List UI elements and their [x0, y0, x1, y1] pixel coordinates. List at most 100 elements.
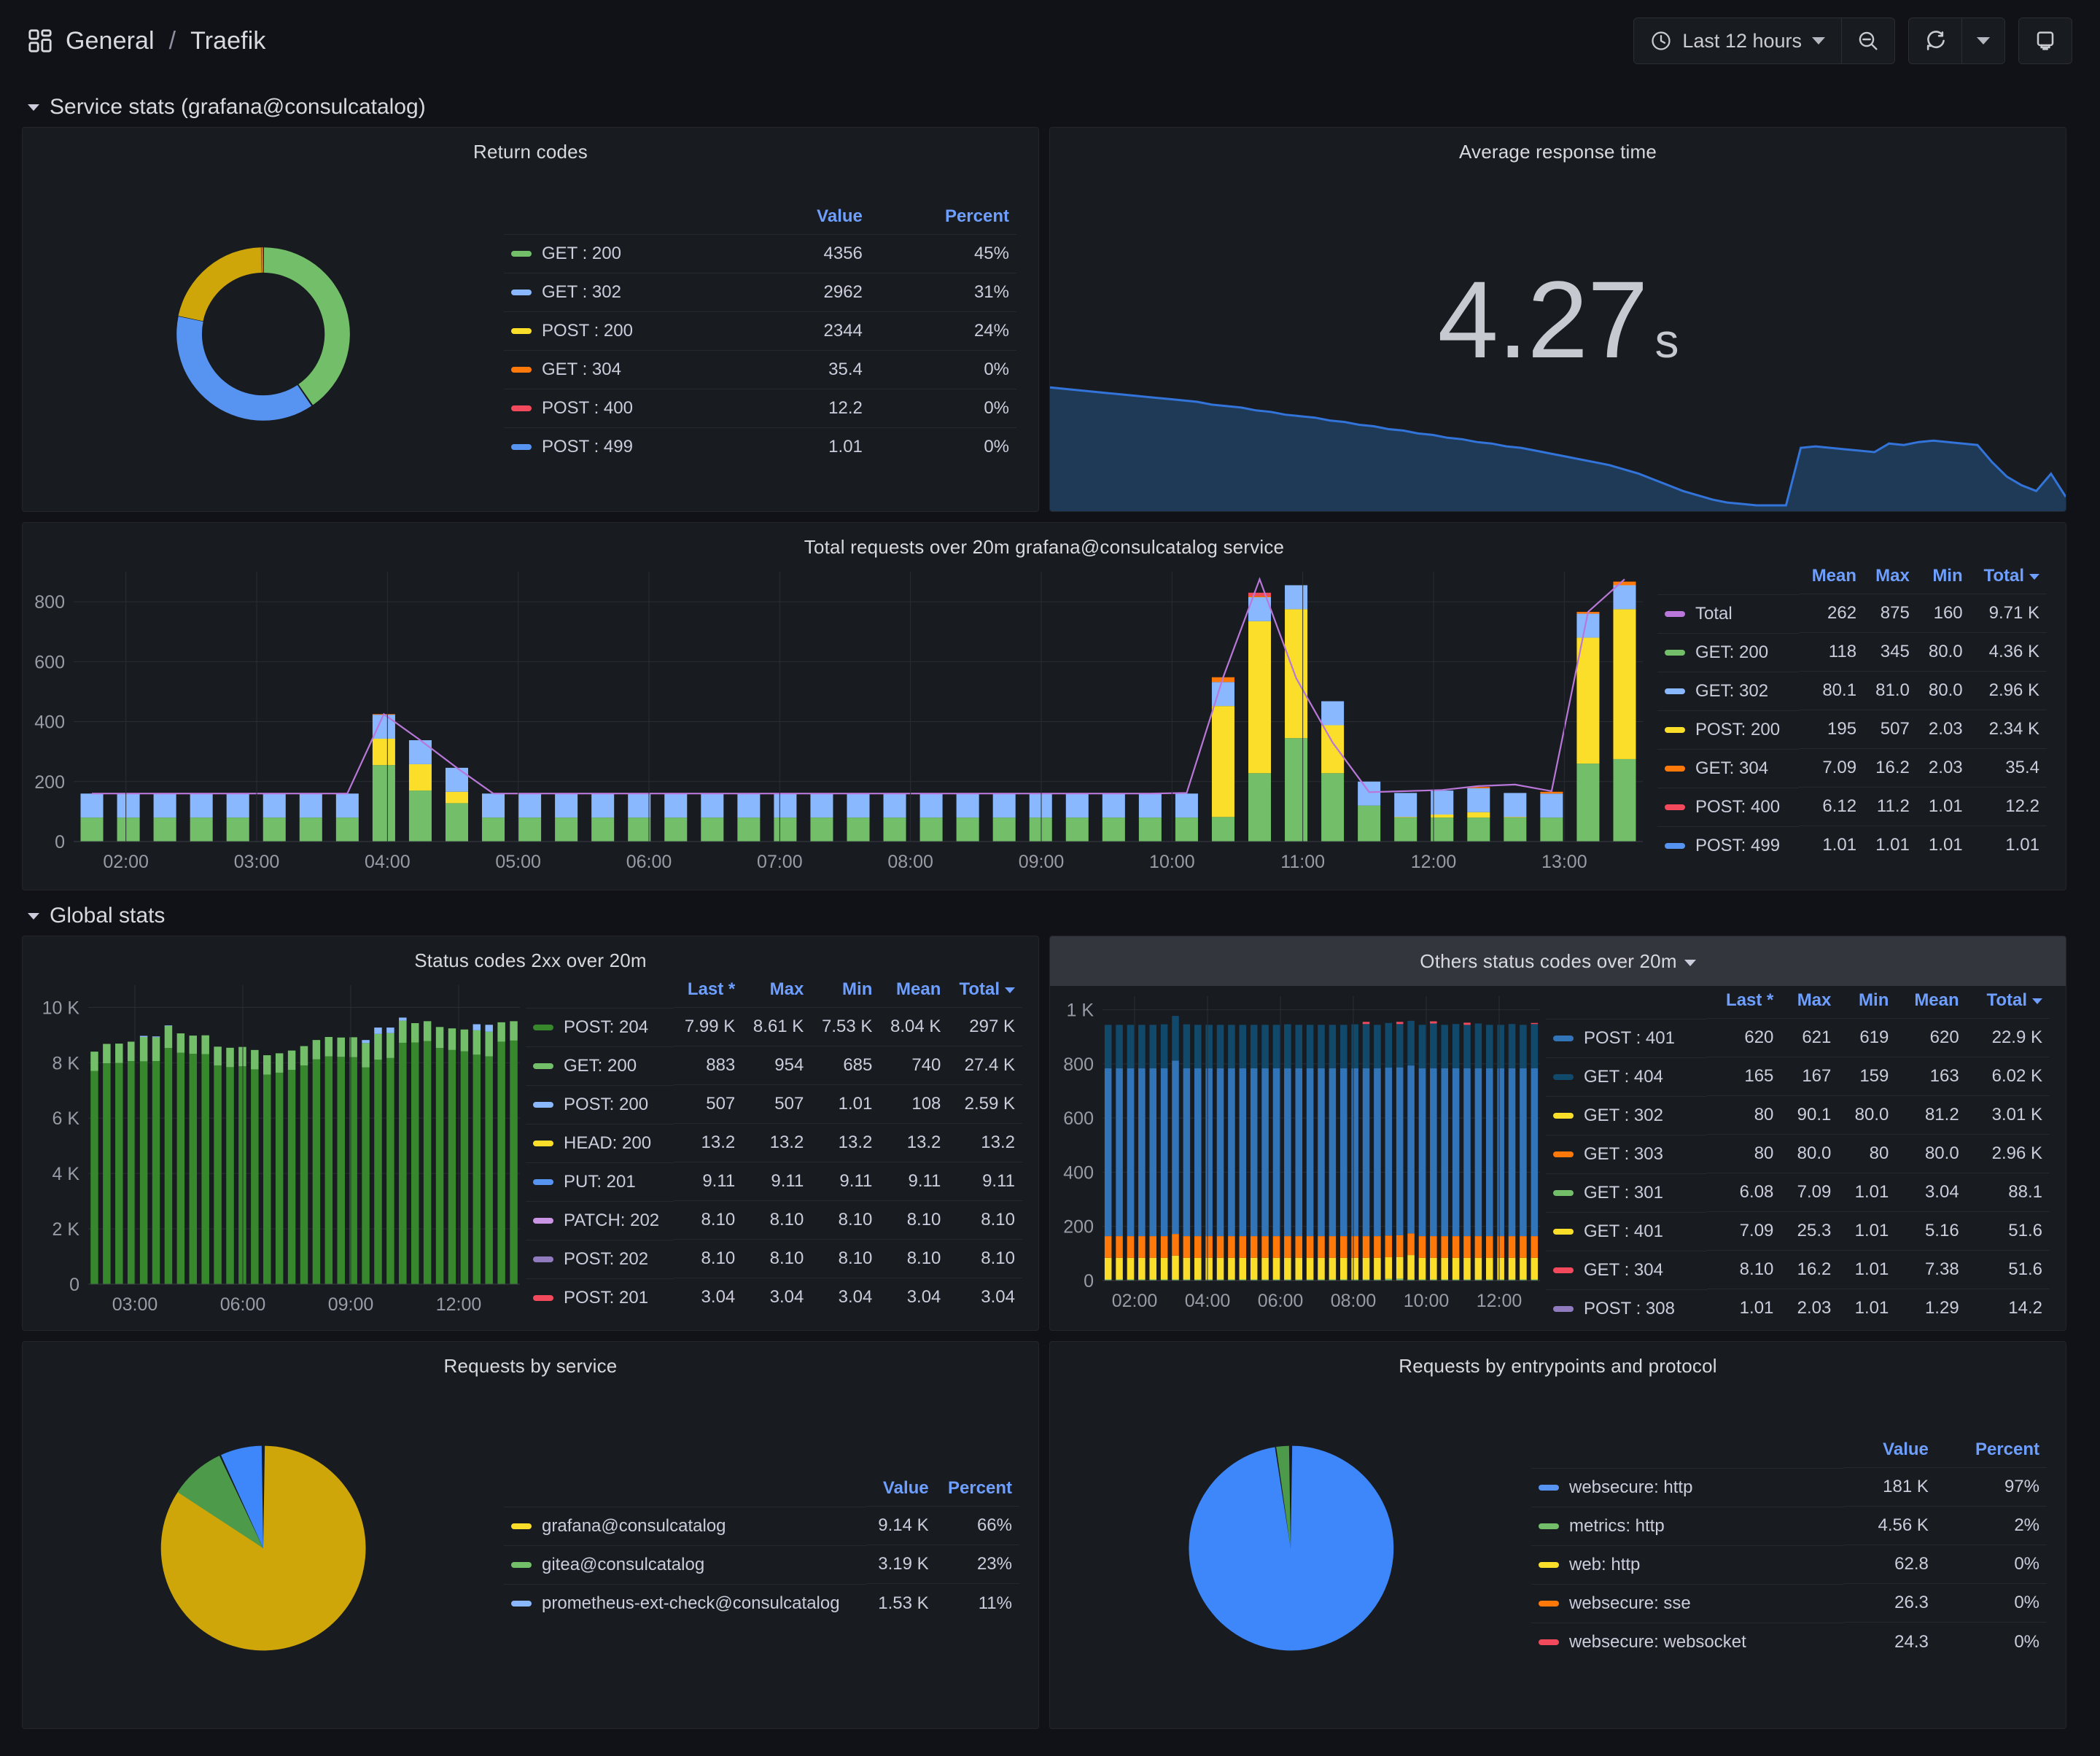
section-header-global-stats[interactable]: Global stats	[0, 890, 2100, 936]
legend-col-max[interactable]: Max	[1797, 990, 1832, 1010]
refresh-button[interactable]	[1909, 18, 1962, 63]
series-color-swatch[interactable]	[533, 1062, 553, 1069]
legend-row[interactable]: GET: 200 118 345 80.0 4.36 K	[1657, 632, 2047, 672]
legend-row[interactable]: GET : 401 7.09 25.3 1.01 5.16 51.6	[1546, 1211, 2050, 1251]
legend-row[interactable]: GET: 200 883 954 685 740 27.4 K	[526, 1046, 1022, 1085]
series-color-swatch[interactable]	[511, 251, 532, 257]
series-color-swatch[interactable]	[533, 1217, 553, 1224]
tv-mode-button[interactable]	[2019, 18, 2072, 63]
legend-row[interactable]: GET : 200 4356 45%	[504, 233, 1016, 273]
series-color-swatch[interactable]	[1553, 1035, 1574, 1041]
legend-col-total[interactable]: Total	[1970, 562, 2047, 594]
legend-col-value[interactable]: Value	[817, 206, 863, 226]
legend-row[interactable]: GET : 303 80 80.0 80 80.0 2.96 K	[1546, 1134, 2050, 1173]
legend-row[interactable]: GET : 404 165 167 159 163 6.02 K	[1546, 1057, 2050, 1096]
legend-col-name[interactable]	[1531, 1435, 1844, 1468]
legend-row[interactable]: POST: 200 195 507 2.03 2.34 K	[1657, 710, 2047, 749]
legend-row[interactable]: Total 262 875 160 9.71 K	[1657, 594, 2047, 633]
series-color-swatch[interactable]	[1539, 1600, 1559, 1607]
series-color-swatch[interactable]	[1665, 610, 1685, 617]
legend-col-total[interactable]: Total	[1967, 986, 2050, 1019]
legend-col-min[interactable]: Min	[1932, 566, 1963, 586]
series-color-swatch[interactable]	[1665, 765, 1685, 772]
legend-row[interactable]: POST: 202 8.10 8.10 8.10 8.10 8.10	[526, 1239, 1022, 1278]
legend-row[interactable]: POST: 201 3.04 3.04 3.04 3.04 3.04	[526, 1278, 1022, 1317]
series-color-swatch[interactable]	[511, 290, 532, 296]
legend-row[interactable]: websecure: sse 26.3 0%	[1531, 1583, 2047, 1623]
legend-row[interactable]: HEAD: 200 13.2 13.2 13.2 13.2 13.2	[526, 1123, 1022, 1162]
series-color-swatch[interactable]	[533, 1101, 553, 1108]
legend-row[interactable]: websecure: websocket 24.3 0%	[1531, 1622, 2047, 1661]
legend-row[interactable]: POST : 308 1.01 2.03 1.01 1.29 14.2	[1546, 1289, 2050, 1328]
section-header-service-stats[interactable]: Service stats (grafana@consulcatalog)	[0, 82, 2100, 127]
legend-col-min[interactable]: Min	[842, 979, 873, 999]
legend-col-value[interactable]: Value	[882, 1478, 929, 1499]
legend-row[interactable]: PATCH: 202 8.10 8.10 8.10 8.10 8.10	[526, 1200, 1022, 1240]
series-color-swatch[interactable]	[1553, 1305, 1574, 1312]
legend-col-mean[interactable]: Mean	[1914, 990, 1959, 1010]
legend-col-last[interactable]: Last *	[1726, 990, 1774, 1010]
series-color-swatch[interactable]	[511, 1523, 532, 1529]
series-color-swatch[interactable]	[1539, 1561, 1559, 1568]
legend-col-max[interactable]: Max	[1875, 566, 1910, 586]
legend-row[interactable]: metrics: http 4.56 K 2%	[1531, 1506, 2047, 1545]
legend-col-last[interactable]: Last *	[687, 979, 736, 999]
series-color-swatch[interactable]	[1539, 1523, 1559, 1529]
series-color-swatch[interactable]	[533, 1256, 553, 1262]
series-color-swatch[interactable]	[511, 1600, 532, 1607]
legend-row[interactable]: grafana@consulcatalog 9.14 K 66%	[504, 1506, 1019, 1545]
legend-col-value[interactable]: Value	[1883, 1440, 1929, 1460]
legend-row[interactable]: GET: 304 7.09 16.2 2.03 35.4	[1657, 748, 2047, 788]
series-color-swatch[interactable]	[1665, 804, 1685, 810]
panel-title-others-status-codes[interactable]: Others status codes over 20m	[1050, 936, 2066, 986]
series-color-swatch[interactable]	[1553, 1228, 1574, 1235]
legend-row[interactable]: web: http 62.8 0%	[1531, 1545, 2047, 1584]
breadcrumb-folder[interactable]: General	[66, 26, 155, 55]
legend-row[interactable]: POST: 400 6.12 11.2 1.01 12.2	[1657, 787, 2047, 826]
legend-row[interactable]: POST: 499 1.01 1.01 1.01 1.01	[1657, 825, 2047, 865]
legend-col-percent[interactable]: Percent	[947, 1478, 1012, 1499]
legend-row[interactable]: POST : 499 1.01 0%	[504, 427, 1016, 467]
breadcrumb-dashboard[interactable]: Traefik	[190, 26, 266, 55]
legend-col-name[interactable]	[504, 1474, 867, 1507]
legend-col-name[interactable]	[526, 975, 674, 1008]
series-color-swatch[interactable]	[533, 1178, 553, 1185]
series-color-swatch[interactable]	[1665, 688, 1685, 694]
series-color-swatch[interactable]	[1665, 649, 1685, 656]
zoom-out-time-range-button[interactable]	[1842, 18, 1894, 63]
series-color-swatch[interactable]	[1553, 1073, 1574, 1080]
series-color-swatch[interactable]	[1553, 1112, 1574, 1119]
legend-col-total[interactable]: Total	[948, 975, 1022, 1008]
legend-row[interactable]: gitea@consulcatalog 3.19 K 23%	[504, 1545, 1019, 1584]
legend-row[interactable]: GET : 302 2962 31%	[504, 272, 1016, 312]
legend-row[interactable]: GET: 302 80.1 81.0 80.0 2.96 K	[1657, 671, 2047, 710]
series-color-swatch[interactable]	[1665, 726, 1685, 733]
series-color-swatch[interactable]	[511, 1561, 532, 1568]
series-color-swatch[interactable]	[1665, 842, 1685, 849]
series-color-swatch[interactable]	[533, 1294, 553, 1301]
series-color-swatch[interactable]	[511, 405, 532, 412]
series-color-swatch[interactable]	[533, 1140, 553, 1146]
legend-row[interactable]: POST: 200 507 507 1.01 108 2.59 K	[526, 1084, 1022, 1124]
legend-col-mean[interactable]: Mean	[896, 979, 941, 999]
series-color-swatch[interactable]	[533, 1024, 553, 1030]
legend-row[interactable]: GET : 302 80 90.1 80.0 81.2 3.01 K	[1546, 1095, 2050, 1135]
legend-col-name[interactable]	[504, 202, 758, 235]
legend-row[interactable]: POST : 400 12.2 0%	[504, 388, 1016, 428]
legend-row[interactable]: GET : 304 35.4 0%	[504, 349, 1016, 389]
legend-col-mean[interactable]: Mean	[1811, 566, 1857, 586]
legend-row[interactable]: POST : 200 2344 24%	[504, 311, 1016, 351]
legend-col-name[interactable]	[1657, 562, 1799, 594]
legend-col-min[interactable]: Min	[1859, 990, 1889, 1010]
legend-row[interactable]: PUT: 201 9.11 9.11 9.11 9.11 9.11	[526, 1162, 1022, 1201]
legend-row[interactable]: GET : 304 8.10 16.2 1.01 7.38 51.6	[1546, 1250, 2050, 1289]
series-color-swatch[interactable]	[511, 367, 532, 373]
legend-col-percent[interactable]: Percent	[1975, 1440, 2039, 1460]
legend-row[interactable]: websecure: http 181 K 97%	[1531, 1467, 2047, 1507]
legend-row[interactable]: POST : 401 620 621 619 620 22.9 K	[1546, 1018, 2050, 1057]
refresh-interval-dropdown[interactable]	[1962, 18, 2004, 63]
legend-row[interactable]: POST: 204 7.99 K 8.61 K 7.53 K 8.04 K 297 K	[526, 1007, 1022, 1046]
series-color-swatch[interactable]	[1539, 1639, 1559, 1645]
series-color-swatch[interactable]	[1553, 1189, 1574, 1196]
series-color-swatch[interactable]	[1539, 1484, 1559, 1491]
